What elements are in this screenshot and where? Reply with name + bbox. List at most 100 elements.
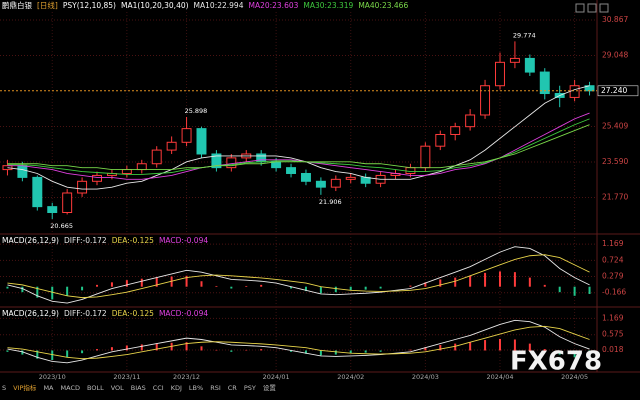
x-tick-label: 2024/02	[337, 373, 364, 381]
macd-bar	[245, 349, 248, 351]
macd-bar	[543, 284, 546, 287]
macd-line	[7, 325, 590, 360]
window-button[interactable]	[599, 3, 609, 13]
header-label: MA40:23.466	[358, 1, 408, 10]
x-tick-label: 2023/12	[173, 373, 200, 381]
y-tick-label: 0.724	[602, 255, 624, 264]
macd-bar	[379, 286, 382, 289]
macd-bar	[319, 286, 322, 294]
candle-body	[286, 167, 297, 174]
y-tick-label: 0.018	[602, 345, 624, 354]
macd-bar	[409, 285, 412, 287]
macd-bar	[319, 350, 322, 356]
candle-body	[166, 141, 177, 151]
window-button[interactable]	[575, 3, 585, 13]
candle-body	[345, 176, 356, 180]
indicator-tab[interactable]: LB%	[189, 384, 203, 392]
header-label: MACD(26,12,9)	[2, 309, 59, 318]
macd-bar	[66, 350, 69, 358]
ma-line	[7, 124, 590, 171]
candle-body	[136, 163, 147, 171]
indicator-tab[interactable]: VIP指标	[13, 383, 37, 392]
indicator-tab[interactable]: RSI	[210, 384, 221, 392]
macd-bar	[573, 350, 576, 358]
macd-bar	[215, 349, 218, 351]
macd-bar	[21, 350, 24, 355]
macd-bar	[36, 350, 39, 359]
candle-body	[17, 165, 28, 178]
candle-body	[62, 192, 73, 213]
macd-bar	[125, 280, 128, 287]
macd-bar	[498, 271, 501, 287]
high-label: 25.898	[185, 107, 208, 115]
indicator-tab[interactable]: CCI	[153, 384, 164, 392]
macd-bar	[215, 285, 218, 287]
macd-bar	[6, 286, 9, 289]
candle-body	[330, 178, 341, 188]
macd-bar	[454, 343, 457, 351]
header-label: DIFF:-0.172	[64, 309, 107, 318]
macd-bar	[349, 350, 352, 354]
low-label: 21.906	[319, 198, 342, 206]
macd-bar	[155, 343, 158, 351]
indicator-tab[interactable]: BIAS	[131, 384, 146, 392]
indicator-tab[interactable]: BOLL	[87, 384, 104, 392]
macd-bar	[140, 278, 143, 287]
macd-bar	[290, 286, 293, 289]
candle-body	[181, 128, 192, 143]
candle-body	[315, 180, 326, 188]
header-label: MA30:23.319	[303, 1, 353, 10]
macd-bar	[543, 349, 546, 351]
y-tick-label: 1.169	[602, 239, 624, 248]
candle-body	[509, 57, 520, 63]
y-tick-label: 0.575	[602, 330, 624, 339]
macd-bar	[21, 286, 24, 293]
indicator-tab[interactable]: S	[2, 384, 6, 392]
x-tick-label: 2024/01	[263, 373, 290, 381]
macd-bar	[528, 343, 531, 351]
macd-bar	[110, 282, 113, 287]
macd-bar	[185, 342, 188, 351]
macd-bar	[513, 272, 516, 287]
indicator-tab[interactable]: PSY	[244, 384, 256, 392]
candle-body	[77, 180, 88, 194]
macd-bar	[6, 350, 9, 352]
y-tick-label: 21.770	[602, 192, 628, 201]
window-button[interactable]	[587, 3, 597, 13]
macd-bar	[424, 347, 427, 351]
macd-bar	[588, 286, 591, 294]
header-label: MA10:22.994	[194, 1, 244, 10]
ma-line	[7, 118, 590, 175]
macd-bar	[304, 350, 307, 354]
candle-body	[226, 157, 237, 169]
candle-body	[47, 206, 58, 213]
header-label: MA20:23.603	[248, 1, 298, 10]
candle-body	[465, 114, 476, 128]
macd-bar	[334, 286, 337, 293]
macd-bar	[260, 284, 263, 287]
macd-bar	[81, 286, 84, 291]
macd-bar	[36, 286, 39, 298]
candle-body	[405, 167, 416, 174]
indicator-tab[interactable]: MA	[43, 384, 54, 392]
price-tag	[597, 85, 639, 97]
indicator-tab[interactable]: 设置	[263, 383, 277, 392]
macd-bar	[155, 277, 158, 287]
candle-body	[524, 57, 535, 73]
macd-bar	[230, 350, 233, 352]
candle-body	[92, 174, 102, 182]
ma-line	[7, 112, 590, 180]
macd-bar	[484, 272, 487, 287]
indicator-tab[interactable]: KDJ	[171, 384, 182, 392]
header-label: DIFF:-0.172	[64, 236, 107, 245]
indicator-tab[interactable]: MACD	[61, 384, 80, 392]
macd-bar	[334, 350, 337, 355]
indicator-tab[interactable]: CR	[228, 384, 238, 392]
macd-bar	[409, 349, 412, 351]
macd-bar	[200, 346, 203, 351]
indicator-tab[interactable]: VOL	[111, 384, 124, 392]
y-tick-label: 1.169	[602, 313, 624, 322]
macd-bar	[245, 285, 248, 287]
macd-line	[7, 254, 590, 299]
header-label: 鹏鼎白银	[2, 0, 32, 10]
